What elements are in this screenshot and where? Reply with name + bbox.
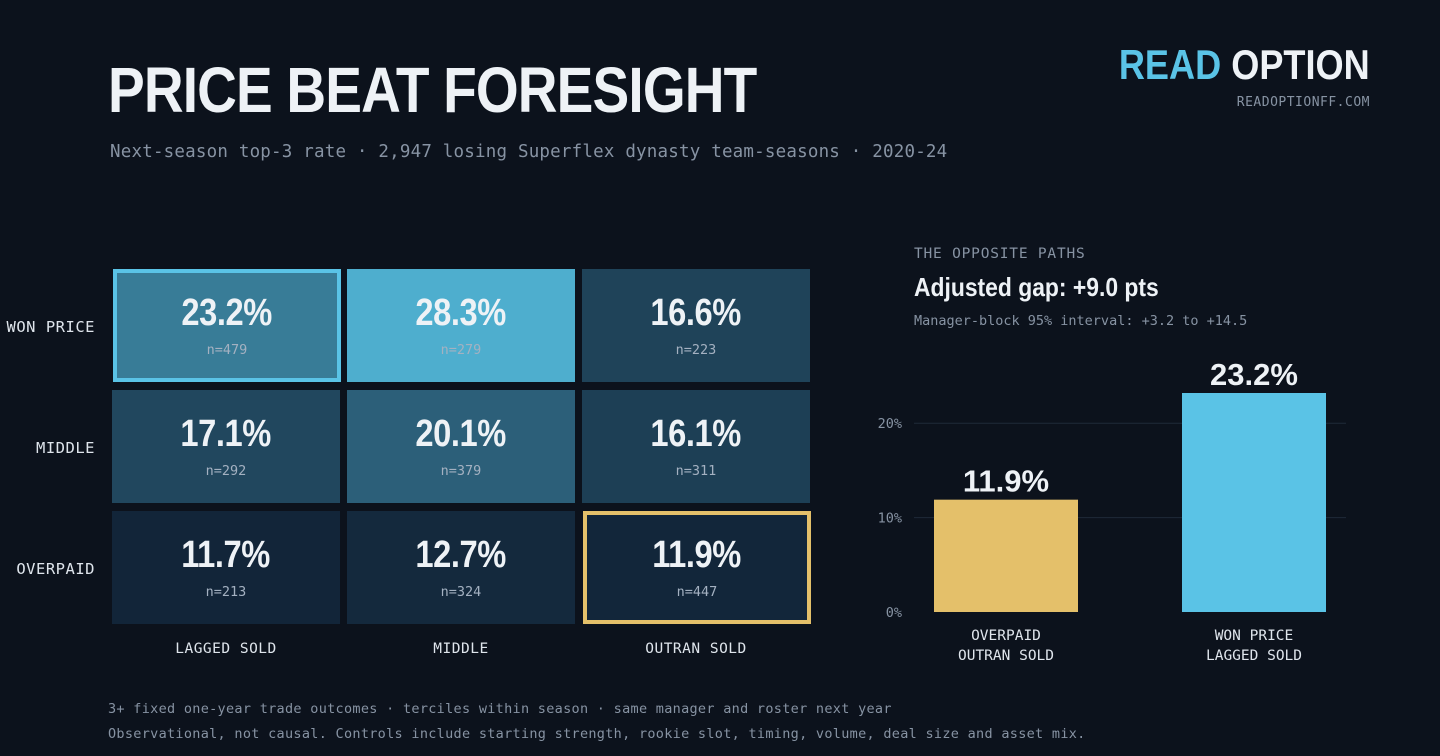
y-tick-label: 20% [878, 416, 902, 432]
panel-title: Adjusted gap: +9.0 pts [914, 272, 1159, 302]
cell-count: n=292 [205, 462, 247, 479]
cell-count: n=447 [676, 583, 718, 600]
heatmap-row-label: OVERPAID [16, 560, 95, 578]
cell-count: n=223 [675, 341, 717, 358]
y-tick-label: 10% [878, 511, 902, 527]
cell-count: n=213 [205, 583, 247, 600]
brand-logo: READ OPTION [1119, 41, 1370, 88]
heatmap-cell: 28.3% n=279 [347, 269, 575, 382]
x-category-label: LAGGED SOLD [1206, 648, 1302, 664]
x-category-label: WON PRICE [1215, 628, 1294, 644]
footnote: Observational, not causal. Controls incl… [108, 726, 1086, 742]
brand-site: READOPTIONFF.COM [1236, 95, 1370, 110]
heatmap-col-label: OUTRAN SOLD [645, 641, 747, 657]
heatmap-cell: 11.9% n=447 [583, 511, 811, 624]
cell-value: 20.1% [415, 412, 507, 455]
heatmap-cell: 16.6% n=223 [582, 269, 810, 382]
heatmap-row-label: MIDDLE [36, 439, 95, 457]
footnote: 3+ fixed one-year trade outcomes · terci… [108, 701, 892, 717]
cell-count: n=279 [440, 341, 482, 358]
heatmap-col-label: LAGGED SOLD [175, 641, 277, 657]
heatmap-row-label: WON PRICE [6, 318, 95, 336]
cell-count: n=324 [440, 583, 482, 600]
bar-chart: 0% 10% 20% 11.9% OVERPAID OUTRAN SOLD 23.2% WON… [878, 357, 1346, 664]
cell-value: 11.7% [181, 533, 271, 576]
panel-note: Manager-block 95% interval: +3.2 to +14.… [914, 313, 1248, 329]
cell-value: 11.9% [652, 533, 742, 576]
page-subtitle: Next-season top-3 rate · 2,947 losing Su… [110, 142, 948, 162]
page-title: PRICE BEAT FORESIGHT [108, 54, 757, 126]
cell-value: 16.6% [650, 291, 742, 334]
heatmap-cell: 11.7% n=213 [112, 511, 340, 624]
cell-count: n=379 [440, 462, 482, 479]
panel-kicker: THE OPPOSITE PATHS [914, 246, 1086, 262]
heatmap-cell: 23.2% n=479 [113, 269, 341, 382]
heatmap-col-label: MIDDLE [433, 641, 489, 657]
bar-value-label: 11.9% [963, 464, 1049, 499]
cell-count: n=479 [206, 341, 248, 358]
cell-value: 12.7% [415, 533, 507, 576]
heatmap-cell: 16.1% n=311 [582, 390, 810, 503]
x-category-label: OVERPAID [971, 628, 1041, 644]
cell-count: n=311 [675, 462, 717, 479]
heatmap-cell: 20.1% n=379 [347, 390, 575, 503]
bar [1182, 393, 1326, 612]
cell-value: 16.1% [650, 412, 742, 455]
cell-value: 28.3% [415, 291, 507, 334]
y-tick-label: 0% [886, 605, 902, 621]
heatmap-cell: 12.7% n=324 [347, 511, 575, 624]
heatmap-cell: 17.1% n=292 [112, 390, 340, 503]
cell-value: 17.1% [180, 412, 272, 455]
cell-value: 23.2% [181, 291, 273, 334]
bar-value-label: 23.2% [1210, 357, 1298, 392]
x-category-label: OUTRAN SOLD [958, 648, 1054, 664]
bar [934, 499, 1078, 612]
